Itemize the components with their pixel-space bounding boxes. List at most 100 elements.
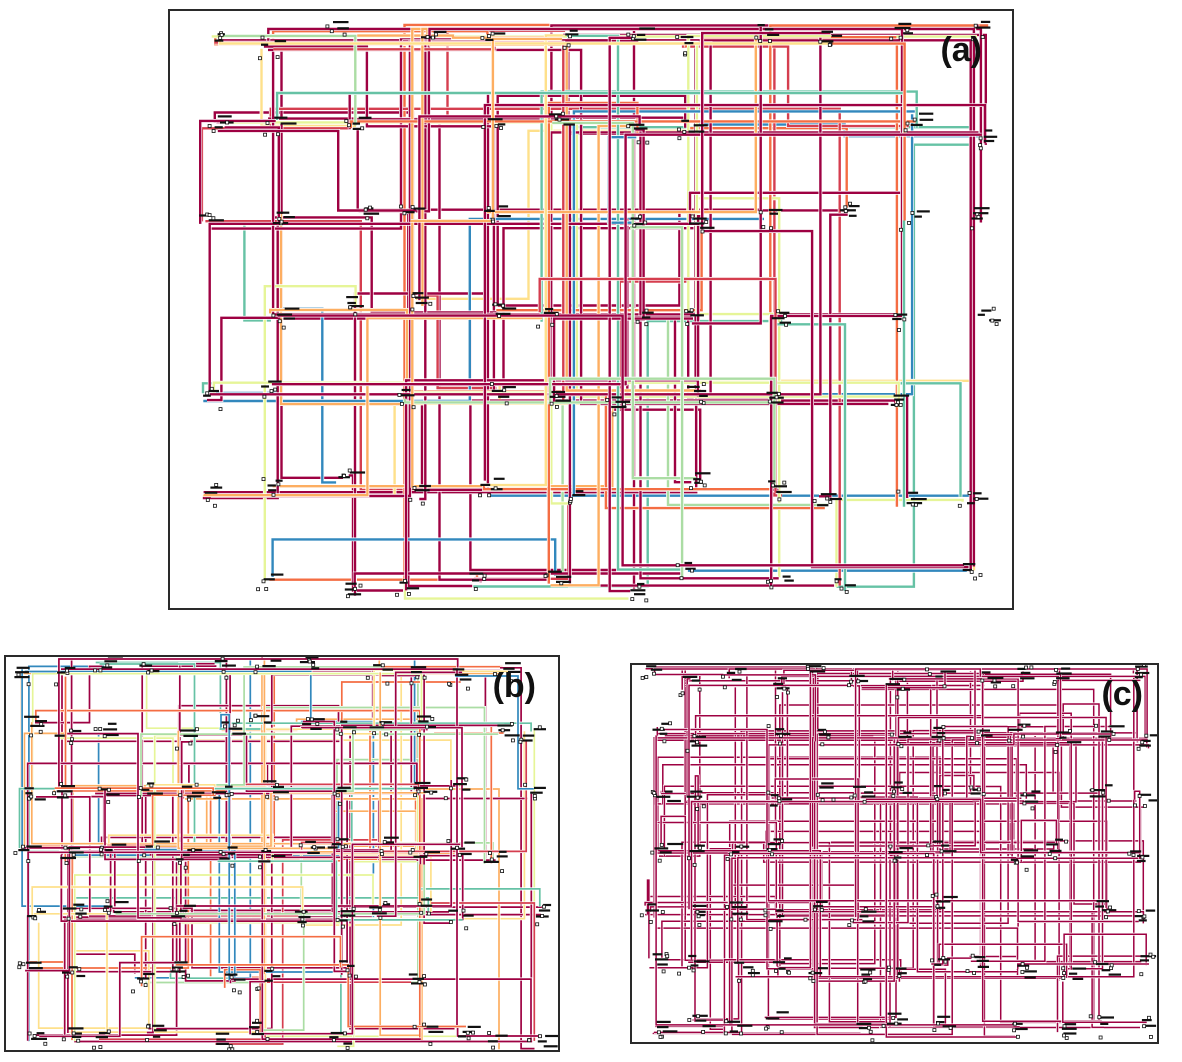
pin-pad [696,914,701,919]
wire-outline [67,732,180,920]
pin-pad [825,496,830,501]
pin-pad [1064,839,1069,844]
component-bar [1105,784,1113,787]
pin-pad [1012,1021,1017,1026]
pin-pad [808,976,813,981]
wire [897,716,1107,908]
component [203,386,223,412]
component [639,903,665,924]
pin-pad [229,975,234,980]
pin-pad [253,713,258,718]
pin-pad [784,322,788,327]
wire [348,474,404,592]
component [817,728,831,747]
component [635,308,654,327]
component-bar [990,681,1001,684]
component-bar [414,489,430,492]
pin-pad [847,923,852,928]
wire-outline [271,29,490,318]
component-bar [628,123,645,126]
component-bar [487,1040,498,1043]
component-bar [419,484,431,488]
pin-pad [422,982,427,987]
pin-pad [402,211,407,216]
component-bar [344,588,356,591]
pin-pad [810,970,815,975]
pin-pad [300,923,305,928]
pin-pad [256,986,261,991]
pin-pad [348,305,353,310]
pin-pad [898,35,903,40]
component-bar [779,311,790,314]
component-bar [210,486,223,489]
component-bar [298,915,311,919]
component-bar [95,1036,108,1039]
component-bar [217,115,232,118]
pin-pad [696,1014,700,1019]
component-bar [408,973,418,976]
component-bar [1098,735,1111,738]
pin-pad [237,990,242,995]
pin-pad [1142,914,1147,919]
pin-pad [106,1029,111,1034]
component-bar [692,904,707,907]
pin-pad [351,906,356,911]
wire [644,901,810,906]
component-bar [216,1042,229,1045]
component-bar [655,958,669,961]
pin-pad [315,722,320,726]
pin-pad [692,862,697,867]
component-bar [305,657,319,659]
wire-outline [689,126,849,208]
pin-pad [261,579,266,584]
component-bar [897,1018,908,1021]
component [145,1023,167,1042]
component-bar [251,1032,264,1036]
component [805,665,826,673]
pin-pad [380,663,385,668]
pin-pad [424,852,429,856]
component [204,482,223,508]
component [925,840,957,858]
component [263,780,289,801]
pin-pad [888,844,893,849]
component-bar [170,970,186,973]
component-bar [488,118,503,121]
wire [484,34,564,487]
pin-pad [138,786,143,791]
pin-pad [281,325,286,330]
component-bar [463,914,474,917]
pin-pad [482,573,487,578]
component-bar [346,296,358,299]
pin-pad [17,965,22,970]
pin-pad [902,677,907,682]
component [369,721,393,737]
pin-pad [778,733,783,738]
component-bar [183,904,196,907]
wire [815,740,895,982]
component [1017,962,1037,979]
pin-pad [340,924,345,929]
component-bar [887,1022,902,1025]
pin-pad [905,28,910,33]
pin-pad [1021,734,1026,739]
component-bar [936,900,951,903]
pin-pad [977,787,981,792]
pin-pad [699,479,703,484]
component-bar [696,914,705,917]
pin-pad [21,844,25,849]
pin-pad [766,724,771,728]
component-bar [141,788,150,791]
pin-pad [1022,801,1027,806]
pin-pad [834,579,839,584]
component-bar [1010,858,1019,861]
pin-pad [1064,1036,1069,1040]
pin-pad [827,43,832,47]
wire [774,778,859,919]
pin-pad [690,214,695,219]
pin-pad [704,220,709,224]
pin-pad [925,667,929,672]
pin-pad [412,485,417,490]
component [1012,1021,1028,1039]
pin-pad [777,741,782,746]
